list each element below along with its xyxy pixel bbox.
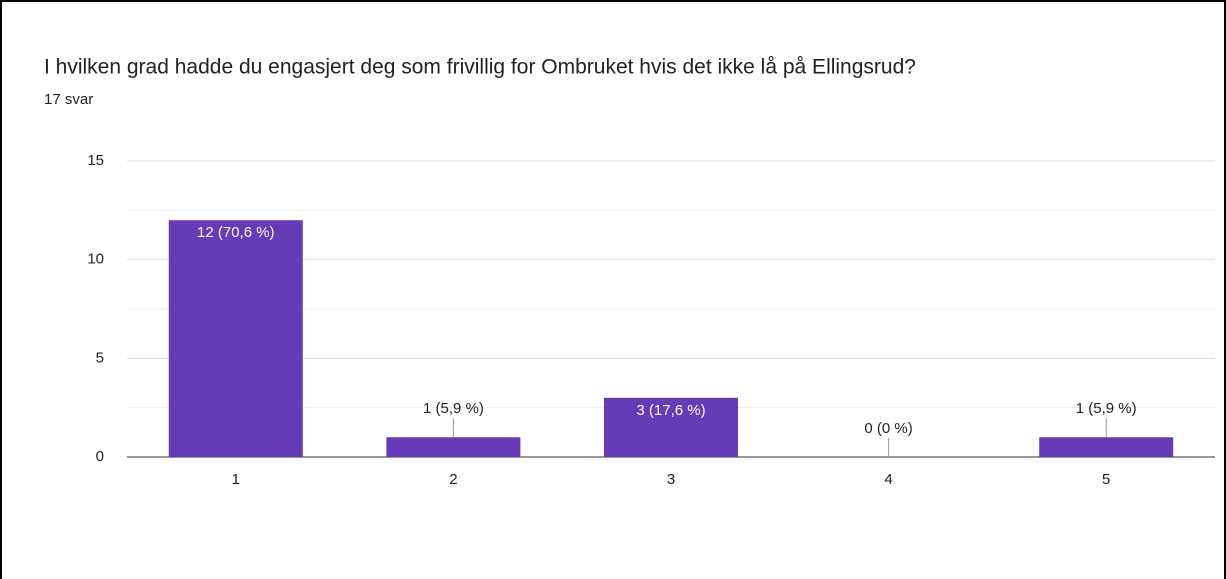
bar bbox=[168, 220, 303, 457]
x-tick-label: 3 bbox=[667, 471, 675, 488]
bar bbox=[604, 397, 738, 457]
data-label: 3 (17,6 %) bbox=[636, 402, 705, 419]
bar bbox=[386, 437, 521, 457]
y-tick-label: 0 bbox=[96, 448, 104, 465]
x-tick-label: 2 bbox=[449, 471, 457, 488]
x-tick-label: 5 bbox=[1102, 471, 1110, 488]
y-tick-label: 15 bbox=[87, 152, 104, 169]
chart-title: I hvilken grad hadde du engasjert deg so… bbox=[44, 56, 916, 79]
data-label: 0 (0 %) bbox=[864, 420, 912, 437]
chart-subtitle: 17 svar bbox=[44, 91, 93, 108]
y-tick-label: 10 bbox=[87, 251, 104, 268]
bar bbox=[1039, 437, 1174, 457]
data-label: 1 (5,9 %) bbox=[1076, 400, 1137, 417]
data-label: 1 (5,9 %) bbox=[423, 400, 484, 417]
x-tick-label: 1 bbox=[232, 471, 240, 488]
data-label: 12 (70,6 %) bbox=[197, 224, 275, 241]
x-tick-label: 4 bbox=[884, 471, 892, 488]
y-tick-label: 5 bbox=[96, 349, 104, 366]
